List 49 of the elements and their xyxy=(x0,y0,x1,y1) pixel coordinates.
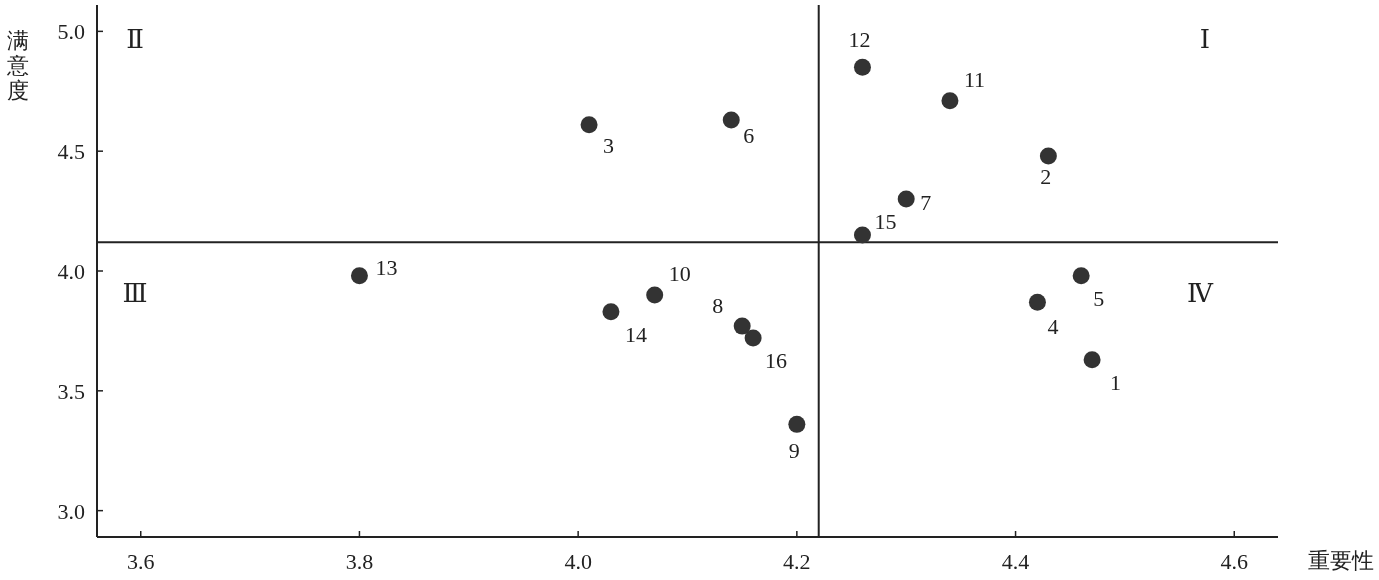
y-tick-label: 4.5 xyxy=(57,139,85,165)
annotation: 4 xyxy=(1047,314,1059,340)
point xyxy=(1072,267,1090,285)
point xyxy=(897,190,915,208)
y-axis-title: 满意度 xyxy=(6,28,29,103)
point xyxy=(853,58,871,76)
point xyxy=(733,317,751,335)
annotation: 9 xyxy=(788,438,800,464)
annotation: 8 xyxy=(712,293,724,319)
x-tick-label: 3.8 xyxy=(345,549,374,574)
y-tick-label: 3.0 xyxy=(57,498,85,524)
annotation: 7 xyxy=(920,190,932,216)
annotation: 5 xyxy=(1093,285,1105,311)
point xyxy=(1083,351,1101,369)
point xyxy=(350,267,368,285)
annotation: 2 xyxy=(1040,163,1052,189)
annotation: Ⅱ xyxy=(126,25,144,54)
point xyxy=(1039,147,1057,165)
annotation: 1 xyxy=(1110,369,1122,395)
annotation: 16 xyxy=(765,348,788,374)
x-tick-label: 4.0 xyxy=(564,549,592,574)
x-tick-label: 4.6 xyxy=(1220,549,1249,574)
point xyxy=(941,92,959,110)
annotation: 3 xyxy=(603,132,615,158)
point xyxy=(646,286,664,304)
x-tick-label: 4.4 xyxy=(1001,549,1030,574)
annotation: 11 xyxy=(963,66,986,92)
y-tick-label: 4.0 xyxy=(57,259,85,284)
x-tick-label: 4.2 xyxy=(783,549,811,574)
y-tick-label: 3.5 xyxy=(57,378,85,404)
x-tick-label: 3.6 xyxy=(126,549,155,574)
annotation: 12 xyxy=(848,27,871,53)
x-axis-title: 重要性 xyxy=(1308,548,1374,573)
annotation: 13 xyxy=(375,254,398,280)
point xyxy=(580,116,598,134)
annotation: Ⅰ xyxy=(1199,25,1211,54)
point xyxy=(853,226,871,244)
point xyxy=(788,415,806,433)
annotation: 10 xyxy=(668,260,691,286)
point xyxy=(602,303,620,321)
point xyxy=(722,111,740,129)
annotation: 14 xyxy=(624,321,647,347)
annotation: Ⅲ xyxy=(122,279,148,308)
annotation: 6 xyxy=(743,123,755,149)
point xyxy=(744,329,762,347)
annotation: Ⅳ xyxy=(1187,279,1215,308)
annotation: 15 xyxy=(874,209,897,235)
point xyxy=(1028,293,1046,311)
y-tick-label: 5.0 xyxy=(57,19,85,45)
